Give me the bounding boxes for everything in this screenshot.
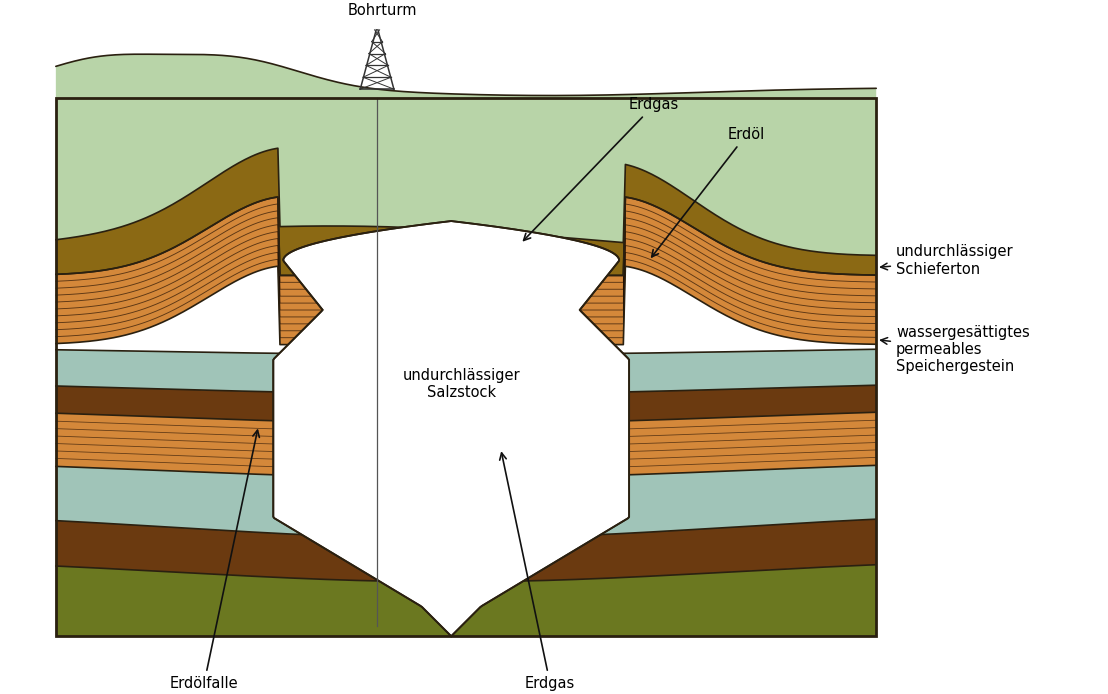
Text: Erdölfalle: Erdölfalle bbox=[170, 430, 259, 691]
Polygon shape bbox=[55, 385, 876, 423]
Polygon shape bbox=[274, 221, 629, 636]
Text: wassergesättigtes
permeables
Speichergestein: wassergesättigtes permeables Speicherges… bbox=[881, 325, 1029, 375]
Polygon shape bbox=[55, 466, 876, 539]
Text: Bohrturm: Bohrturm bbox=[347, 3, 417, 18]
Polygon shape bbox=[332, 332, 570, 345]
Polygon shape bbox=[55, 519, 876, 582]
Polygon shape bbox=[55, 565, 876, 636]
Text: undurchlässiger
Schieferton: undurchlässiger Schieferton bbox=[881, 244, 1014, 277]
Polygon shape bbox=[302, 343, 599, 355]
Polygon shape bbox=[55, 149, 876, 276]
Polygon shape bbox=[55, 412, 876, 478]
Polygon shape bbox=[55, 54, 876, 255]
Polygon shape bbox=[55, 197, 876, 345]
Text: undurchlässiger
Salzstock: undurchlässiger Salzstock bbox=[402, 368, 520, 400]
Text: Erdöl: Erdöl bbox=[652, 127, 766, 257]
Text: Erdgas: Erdgas bbox=[500, 453, 575, 691]
Text: Erdgas: Erdgas bbox=[524, 97, 679, 240]
Polygon shape bbox=[55, 349, 876, 394]
Bar bbox=[55, 97, 876, 636]
